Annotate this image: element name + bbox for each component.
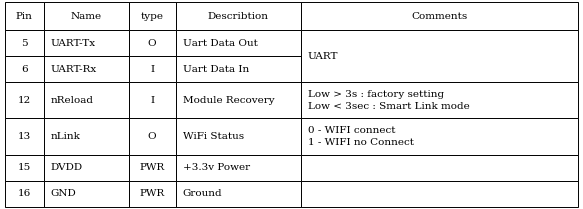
Bar [44, 181, 129, 207]
Text: 6: 6 [21, 65, 27, 74]
Text: Uart Data Out: Uart Data Out [182, 38, 258, 47]
Bar [129, 2, 175, 30]
Text: UART-Tx: UART-Tx [51, 38, 96, 47]
Text: UART: UART [308, 52, 338, 61]
Text: Describtion: Describtion [208, 11, 269, 20]
Text: I: I [150, 65, 154, 74]
Bar [5, 119, 44, 154]
Bar [301, 119, 578, 154]
Bar [129, 181, 175, 207]
Text: 15: 15 [17, 163, 31, 172]
Text: nReload: nReload [51, 96, 94, 105]
Text: Comments: Comments [412, 11, 468, 20]
Bar [5, 181, 44, 207]
Text: PWR: PWR [139, 189, 165, 198]
Bar [175, 2, 301, 30]
Text: GND: GND [51, 189, 76, 198]
Bar [129, 82, 175, 119]
Text: Ground: Ground [182, 189, 222, 198]
Text: Module Recovery: Module Recovery [182, 96, 274, 105]
Text: WiFi Status: WiFi Status [182, 132, 244, 141]
Bar [175, 82, 301, 119]
Text: UART-Rx: UART-Rx [51, 65, 97, 74]
Text: type: type [141, 11, 164, 20]
Bar [175, 119, 301, 154]
Bar [301, 2, 578, 30]
Bar [175, 30, 301, 56]
Bar [301, 181, 578, 207]
Bar [44, 30, 129, 56]
Text: Low > 3s : factory setting
Low < 3sec : Smart Link mode: Low > 3s : factory setting Low < 3sec : … [308, 90, 469, 111]
Bar [301, 30, 578, 82]
Text: DVDD: DVDD [51, 163, 83, 172]
Bar [44, 56, 129, 82]
Bar [44, 2, 129, 30]
Text: 16: 16 [17, 189, 31, 198]
Text: 5: 5 [21, 38, 27, 47]
Bar [175, 56, 301, 82]
Bar [129, 56, 175, 82]
Text: Name: Name [71, 11, 101, 20]
Bar [5, 30, 44, 56]
Bar [5, 56, 44, 82]
Bar [5, 154, 44, 181]
Bar [129, 119, 175, 154]
Bar [44, 82, 129, 119]
Bar [129, 154, 175, 181]
Text: I: I [150, 96, 154, 105]
Text: nLink: nLink [51, 132, 80, 141]
Text: 13: 13 [17, 132, 31, 141]
Text: 0 - WIFI connect
1 - WIFI no Connect: 0 - WIFI connect 1 - WIFI no Connect [308, 126, 414, 147]
Text: Pin: Pin [16, 11, 33, 20]
Bar [175, 181, 301, 207]
Bar [175, 154, 301, 181]
Bar [301, 154, 578, 181]
Text: Uart Data In: Uart Data In [182, 65, 249, 74]
Bar [301, 82, 578, 119]
Text: +3.3v Power: +3.3v Power [182, 163, 250, 172]
Text: O: O [147, 132, 156, 141]
Bar [44, 119, 129, 154]
Bar [44, 154, 129, 181]
Bar [5, 82, 44, 119]
Text: O: O [147, 38, 156, 47]
Bar [5, 2, 44, 30]
Bar [129, 30, 175, 56]
Text: PWR: PWR [139, 163, 165, 172]
Text: 12: 12 [17, 96, 31, 105]
